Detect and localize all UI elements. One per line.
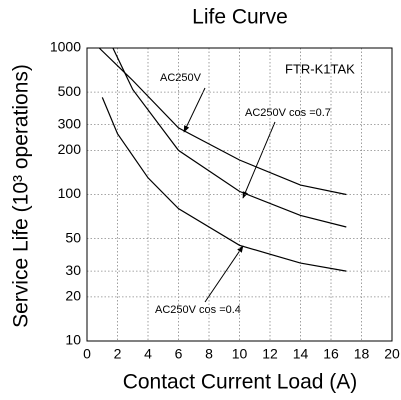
curve: [101, 97, 347, 272]
chart-title: Life Curve: [192, 6, 288, 29]
arrow: [204, 245, 244, 303]
x-tick-label: 12: [262, 346, 278, 362]
x-tick-label: 8: [205, 346, 213, 362]
curve: [98, 47, 347, 196]
x-tick-label: 2: [114, 346, 122, 362]
curve-label: AC250V cos =0.4: [155, 304, 241, 316]
curve-label: AC250V: [160, 72, 202, 84]
y-tick-label: 300: [58, 115, 82, 131]
curve: [112, 47, 347, 228]
arrow: [242, 121, 276, 199]
x-tick-label: 18: [354, 346, 370, 362]
arrow: [183, 87, 206, 133]
x-tick-label: 6: [175, 346, 183, 362]
x-tick-label: 4: [144, 346, 152, 362]
y-tick-label: 1000: [50, 39, 81, 55]
y-tick-label: 50: [65, 229, 81, 245]
x-tick-label: 0: [83, 346, 91, 362]
y-tick-label: 200: [58, 141, 82, 157]
x-tick-label: 16: [323, 346, 339, 362]
y-tick-label: 10: [65, 332, 81, 348]
x-axis-label: Contact Current Load (A): [123, 371, 358, 394]
curve-label: AC250V cos =0.7: [245, 107, 331, 119]
y-tick-label: 30: [65, 262, 81, 278]
annotation: FTR-K1TAK: [285, 61, 355, 76]
x-tick-label: 10: [232, 346, 248, 362]
y-tick-label: 100: [58, 185, 82, 201]
y-tick-label: 500: [58, 83, 82, 99]
y-tick-label: 20: [65, 288, 81, 304]
y-axis-label: Service Life (10³ operations): [10, 64, 33, 328]
x-tick-label: 14: [293, 346, 309, 362]
plot-frame: [86, 47, 393, 342]
x-tick-label: 20: [384, 346, 400, 362]
